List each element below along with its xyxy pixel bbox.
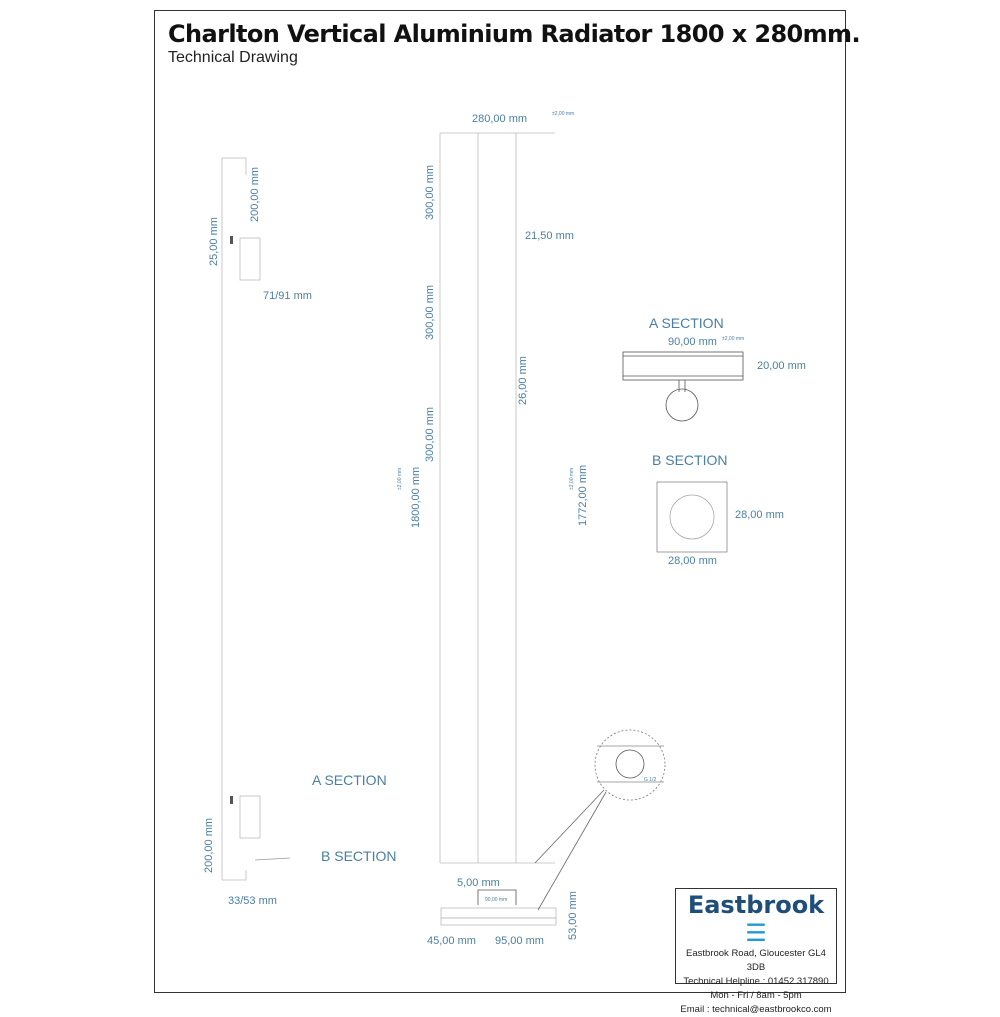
b-section-profile (656, 481, 728, 553)
height-tolerance: ±2,00 mm (397, 467, 403, 490)
company-address: Eastbrook Road, Gloucester GL4 3DB (686, 948, 826, 973)
centres-tolerance: ±2,00 mm (569, 467, 575, 490)
thread-label: G 1/2 (644, 777, 657, 783)
projection-dimension: 71/91 mm (263, 290, 312, 302)
bottom-projection-dimension: 33/53 mm (228, 895, 277, 907)
bottom-bracket-dimension: 200,00 mm (203, 817, 215, 873)
segment-2-dimension: 300,00 mm (424, 284, 436, 340)
company-info-box: Eastbrook ☰ Eastbrook Road, Gloucester G… (675, 888, 837, 1015)
company-helpline: Technical Helpline : 01452 317890 (683, 976, 829, 987)
page-title: Charlton Vertical Aluminium Radiator 180… (168, 20, 861, 48)
centres-dimension: 1772,00 mm (577, 464, 589, 526)
bottom-90-dimension: 90,00 mm (485, 897, 508, 903)
bracket-offset-dimension: 25,00 mm (208, 217, 220, 266)
company-logo: Eastbrook ☰ (676, 891, 836, 947)
page-subtitle: Technical Drawing (168, 49, 298, 66)
bottom-45-dimension: 45,00 mm (427, 935, 476, 947)
segment-1-dimension: 300,00 mm (424, 164, 436, 220)
b-section-title: B SECTION (652, 452, 728, 468)
a-section-profile (622, 351, 744, 381)
tube-dimension: 26,00 mm (517, 356, 529, 405)
bottom-5-dimension: 5,00 mm (457, 877, 500, 889)
bottom-53-dimension: 53,00 mm (567, 891, 579, 940)
drawing-frame (154, 10, 846, 993)
company-email: Email : technical@eastbrookco.com (680, 1004, 832, 1015)
bracket-height-dimension: 200,00 mm (249, 166, 261, 222)
top-bracket (222, 157, 247, 175)
width-dimension: 280,00 mm (472, 113, 528, 125)
a-width-tolerance: ±2,00 mm (722, 336, 745, 342)
company-hours: Mon - Fri / 8am - 5pm (710, 990, 802, 1001)
a-width-dimension: 90,00 mm (668, 336, 717, 348)
top-wall-bracket (239, 237, 261, 281)
gap-dimension: 21,50 mm (525, 230, 574, 242)
bottom-wall-bracket (239, 795, 261, 839)
a-section-marker: A SECTION (312, 772, 387, 788)
b-height-dimension: 28,00 mm (735, 509, 784, 521)
segment-3-dimension: 300,00 mm (424, 406, 436, 462)
bottom-95-dimension: 95,00 mm (495, 935, 544, 947)
a-section-title: A SECTION (649, 315, 724, 331)
height-dimension: 1800,00 mm (410, 466, 422, 528)
waves-icon: ☰ (745, 919, 767, 947)
b-section-marker: B SECTION (321, 848, 397, 864)
width-tolerance: ±2,00 mm (552, 111, 575, 117)
detail-circle (594, 729, 666, 801)
a-height-dimension: 20,00 mm (757, 360, 806, 372)
company-name: Eastbrook (687, 891, 825, 919)
b-width-dimension: 28,00 mm (668, 555, 717, 567)
